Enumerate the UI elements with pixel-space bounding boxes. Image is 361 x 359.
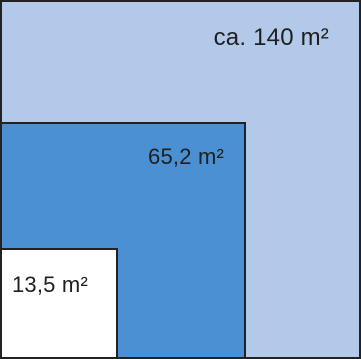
area-large-label: ca. 140 m² xyxy=(213,24,329,51)
area-small: 13,5 m² xyxy=(0,248,118,359)
area-small-label: 13,5 m² xyxy=(12,272,88,297)
area-medium: 65,2 m² xyxy=(0,122,246,359)
area-medium-label: 65,2 m² xyxy=(148,144,224,169)
